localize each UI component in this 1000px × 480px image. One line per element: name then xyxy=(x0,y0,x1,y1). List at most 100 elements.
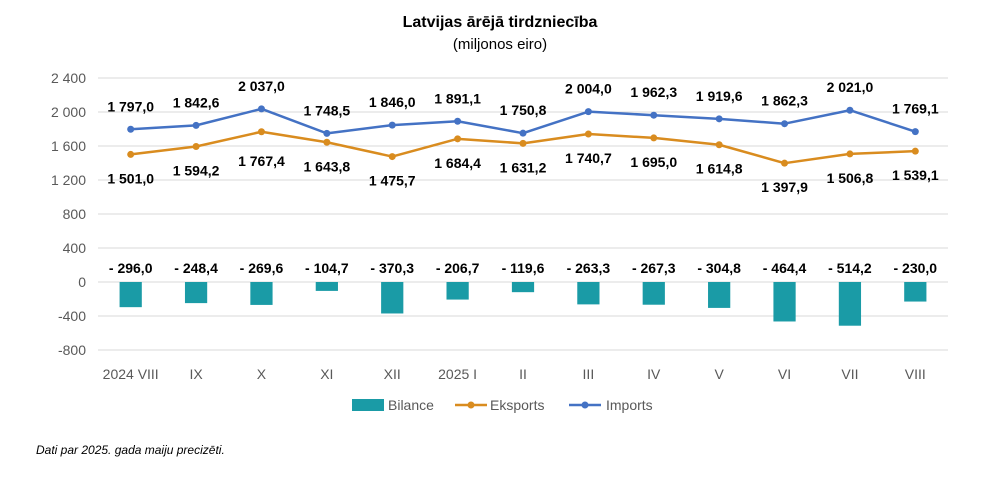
eksports-point xyxy=(715,141,723,149)
imports-data-label: 1 919,6 xyxy=(696,88,743,104)
bilance-data-label: - 206,7 xyxy=(436,260,480,276)
imports-point xyxy=(911,128,919,136)
imports-data-label: 1 962,3 xyxy=(630,84,677,100)
x-tick-label: X xyxy=(257,366,267,382)
y-tick-label: 800 xyxy=(63,206,87,222)
series-lines xyxy=(127,105,919,167)
bilance-bar xyxy=(642,282,665,305)
bilance-data-label: - 370,3 xyxy=(370,260,414,276)
x-tick-label: III xyxy=(583,366,595,382)
bilance-bar xyxy=(184,282,208,304)
x-tick-label: XI xyxy=(320,366,333,382)
bilance-data-label: - 514,2 xyxy=(828,260,872,276)
imports-data-label: 1 842,6 xyxy=(173,94,220,110)
y-tick-label: -800 xyxy=(58,342,86,358)
imports-point xyxy=(257,105,265,113)
eksports-legend-label: Eksports xyxy=(490,397,544,413)
x-tick-label: IX xyxy=(189,366,203,382)
chart-title: Latvijas ārējā tirdzniecība xyxy=(403,14,598,31)
data-labels: - 296,0 - 248,4 - 269,6 - 104,7 - 370,3 - 206… xyxy=(107,78,939,276)
x-tick-label: XII xyxy=(384,366,401,382)
bilance-bar xyxy=(773,282,796,322)
imports-point xyxy=(323,129,331,137)
y-tick-label: 0 xyxy=(78,274,86,290)
imports-point xyxy=(715,115,723,123)
eksports-data-label: 1 614,8 xyxy=(696,161,743,177)
eksports-data-label: 1 501,0 xyxy=(107,170,154,186)
imports-data-label: 1 862,3 xyxy=(761,93,808,109)
y-tick-label: 1 200 xyxy=(51,172,86,188)
bilance-bar xyxy=(119,282,142,308)
imports-data-label: 1 846,0 xyxy=(369,94,416,110)
bilance-bar xyxy=(904,282,927,302)
imports-point xyxy=(454,117,462,125)
imports-point xyxy=(781,120,789,128)
imports-point xyxy=(650,111,658,119)
x-tick-label: VI xyxy=(778,366,791,382)
eksports-data-label: 1 684,4 xyxy=(434,155,481,171)
imports-data-label: 2 004,0 xyxy=(565,81,612,97)
y-tick-label: 2 000 xyxy=(51,104,86,120)
eksports-data-label: 1 397,9 xyxy=(761,179,808,195)
x-tick-label: VII xyxy=(841,366,858,382)
x-tick-label: VIII xyxy=(905,366,926,382)
x-tick-label: 2024 VIII xyxy=(103,366,159,382)
bilance-bar xyxy=(381,282,404,314)
eksports-data-label: 1 539,1 xyxy=(892,167,939,183)
bilance-bar xyxy=(511,282,535,293)
y-tick-label: 2 400 xyxy=(51,70,86,86)
eksports-point xyxy=(388,153,396,161)
x-tick-label: V xyxy=(714,366,724,382)
bilance-bar xyxy=(708,282,731,308)
eksports-point xyxy=(257,128,265,136)
bilance-legend-swatch xyxy=(352,399,384,411)
eksports-data-label: 1 506,8 xyxy=(827,170,874,186)
y-tick-label: -400 xyxy=(58,308,86,324)
eksports-point xyxy=(781,159,789,167)
imports-point xyxy=(192,121,200,129)
imports-data-label: 1 797,0 xyxy=(107,98,154,114)
imports-point xyxy=(584,108,592,116)
imports-legend-label: Imports xyxy=(606,397,653,413)
x-tick-label: IV xyxy=(647,366,661,382)
imports-point xyxy=(388,121,396,129)
bilance-data-label: - 269,6 xyxy=(240,260,284,276)
eksports-data-label: 1 767,4 xyxy=(238,153,285,169)
eksports-point xyxy=(519,139,527,147)
footnote: Dati par 2025. gada maiju precizēti. xyxy=(36,443,225,457)
chart-subtitle: (miljonos eiro) xyxy=(453,36,547,53)
legend: Bilance Eksports Imports xyxy=(352,397,653,413)
eksports-data-label: 1 475,7 xyxy=(369,173,416,189)
bilance-legend-label: Bilance xyxy=(388,397,434,413)
bilance-bar xyxy=(838,282,862,326)
x-axis-ticks: 2024 VIII IX X XI XII 2025 I II III IV V VI VII VIII xyxy=(103,366,926,382)
bilance-bar xyxy=(446,282,469,300)
x-tick-label: II xyxy=(519,366,527,382)
bilance-data-label: - 230,0 xyxy=(894,260,938,276)
y-axis-ticks: -800 -400 0 400 800 1 200 1 600 2 000 2 400 xyxy=(51,70,86,358)
bilance-data-label: - 296,0 xyxy=(109,260,153,276)
imports-data-label: 2 037,0 xyxy=(238,78,285,94)
imports-point xyxy=(519,129,527,137)
imports-data-label: 2 021,0 xyxy=(827,79,874,95)
eksports-point xyxy=(192,142,200,150)
eksports-data-label: 1 643,8 xyxy=(303,158,350,174)
y-tick-label: 1 600 xyxy=(51,138,86,154)
bilance-data-label: - 464,4 xyxy=(763,260,807,276)
eksports-point xyxy=(650,134,658,142)
x-tick-label: 2025 I xyxy=(438,366,477,382)
imports-point xyxy=(846,106,854,114)
eksports-data-label: 1 631,2 xyxy=(500,159,547,175)
bilance-bars xyxy=(119,282,927,326)
imports-data-label: 1 750,8 xyxy=(500,102,547,118)
y-tick-label: 400 xyxy=(63,240,87,256)
bilance-data-label: - 263,3 xyxy=(567,260,611,276)
eksports-point xyxy=(323,138,331,146)
bilance-data-label: - 248,4 xyxy=(174,260,218,276)
eksports-legend-marker xyxy=(467,401,475,409)
bilance-data-label: - 104,7 xyxy=(305,260,349,276)
bilance-bar xyxy=(250,282,273,305)
eksports-point xyxy=(846,150,854,158)
bilance-bar xyxy=(315,282,338,291)
